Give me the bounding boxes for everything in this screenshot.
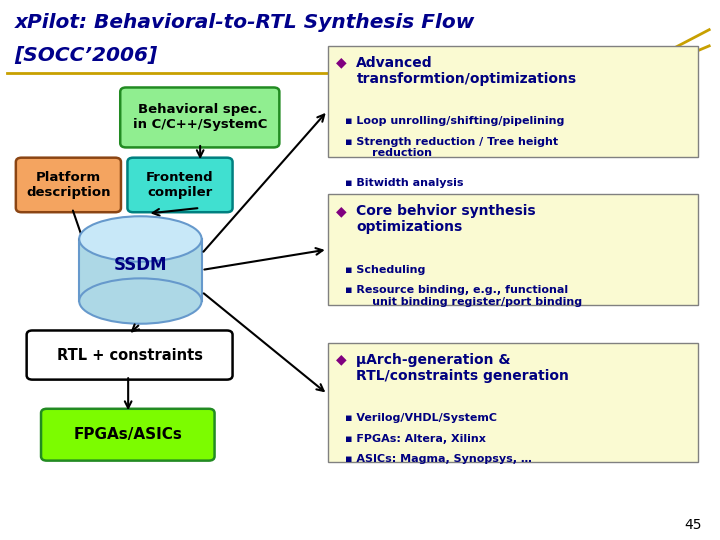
- Text: ▪ FPGAs: Altera, Xilinx: ▪ FPGAs: Altera, Xilinx: [345, 434, 486, 444]
- Text: [SOCC’2006]: [SOCC’2006]: [14, 46, 158, 65]
- Bar: [328, 46, 698, 157]
- Bar: [328, 194, 698, 305]
- Ellipse shape: [79, 279, 202, 324]
- Text: SSDM: SSDM: [114, 255, 167, 274]
- FancyBboxPatch shape: [127, 158, 233, 212]
- Bar: [328, 343, 698, 462]
- Text: RTL + constraints: RTL + constraints: [57, 348, 202, 362]
- Text: Core behvior synthesis
optimizations: Core behvior synthesis optimizations: [356, 204, 536, 234]
- Ellipse shape: [79, 216, 202, 261]
- Text: ▪ Strength reduction / Tree height
       reduction: ▪ Strength reduction / Tree height reduc…: [345, 137, 558, 158]
- Bar: [79, 239, 202, 301]
- Text: Advanced
transformtion/optimizations: Advanced transformtion/optimizations: [356, 56, 577, 86]
- Text: Frontend
compiler: Frontend compiler: [146, 171, 214, 199]
- Text: ◆: ◆: [336, 204, 347, 218]
- Text: μArch-generation &
RTL/constraints generation: μArch-generation & RTL/constraints gener…: [356, 353, 570, 383]
- Text: xPilot: Behavioral-to-RTL Synthesis Flow: xPilot: Behavioral-to-RTL Synthesis Flow: [14, 14, 474, 32]
- Text: ▪ ASICs: Magma, Synopsys, …: ▪ ASICs: Magma, Synopsys, …: [345, 454, 532, 464]
- Text: 45: 45: [685, 518, 702, 532]
- FancyBboxPatch shape: [27, 330, 233, 380]
- Text: ◆: ◆: [336, 56, 347, 70]
- Text: ▪ Loop unrolling/shifting/pipelining: ▪ Loop unrolling/shifting/pipelining: [345, 116, 564, 126]
- Text: FPGAs/ASICs: FPGAs/ASICs: [73, 427, 182, 442]
- Text: ▪ Verilog/VHDL/SystemC: ▪ Verilog/VHDL/SystemC: [345, 413, 497, 423]
- Text: ◆: ◆: [336, 353, 347, 367]
- Text: ▪ Resource binding, e.g., functional
       unit binding register/port binding: ▪ Resource binding, e.g., functional uni…: [345, 285, 582, 307]
- FancyBboxPatch shape: [120, 87, 279, 147]
- FancyBboxPatch shape: [16, 158, 121, 212]
- FancyBboxPatch shape: [41, 409, 215, 461]
- Text: ▪ Scheduling: ▪ Scheduling: [345, 265, 426, 275]
- Text: ▪ Bitwidth analysis: ▪ Bitwidth analysis: [345, 178, 464, 188]
- Text: Behavioral spec.
in C/C++/SystemC: Behavioral spec. in C/C++/SystemC: [132, 104, 267, 131]
- Text: Platform
description: Platform description: [26, 171, 111, 199]
